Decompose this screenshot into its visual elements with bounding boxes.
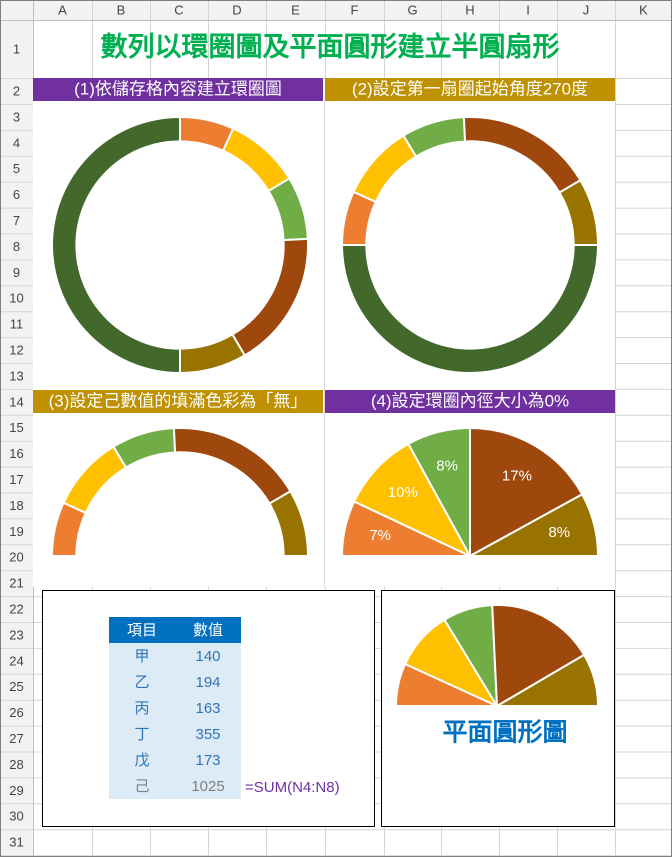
- chart-title: (2)設定第一扇圈起始角度270度: [352, 79, 588, 98]
- data-table: 項目 數值甲 140 乙 194 丙 163 丁 355 戊 173 己 1025: [109, 617, 241, 799]
- column-header: K: [639, 2, 648, 17]
- chart-title-bar: [33, 78, 323, 101]
- table-cell: 丁: [134, 726, 149, 743]
- chart-title: (4)設定環圈內徑大小為0%: [371, 391, 569, 410]
- table-row-bg: [109, 747, 241, 773]
- slice: [469, 426, 584, 558]
- data-label: 10%: [388, 484, 418, 501]
- table-row-bg: [109, 643, 241, 669]
- row-header: 19: [9, 524, 23, 539]
- table-row-bg: [109, 695, 241, 721]
- column-header: D: [232, 2, 241, 17]
- chart-title: (1)依儲存格內容建立環圈圖: [74, 79, 282, 98]
- row-header: 6: [13, 187, 20, 202]
- formula: =SUM(N4:N8): [245, 779, 340, 796]
- table-cell: 1025: [191, 778, 224, 795]
- table-cell: 194: [195, 674, 220, 691]
- chart-title-bar: [325, 78, 615, 101]
- column-header: E: [291, 2, 300, 17]
- row-header-bg: [0, 0, 33, 857]
- row-header: 18: [9, 498, 23, 513]
- pie-caption: 平面圓形圖: [442, 719, 567, 747]
- row-header: 28: [9, 757, 23, 772]
- table-cell: 乙: [134, 674, 149, 691]
- row-header: 8: [13, 239, 20, 254]
- row-header: 17: [9, 472, 23, 487]
- row-header: 30: [9, 809, 23, 824]
- column-header: F: [351, 2, 359, 17]
- row-header: 10: [9, 291, 23, 306]
- table-header-bg: [109, 617, 241, 643]
- column-header: C: [174, 2, 183, 17]
- data-label: 8%: [548, 524, 570, 541]
- row-header: 7: [13, 213, 20, 228]
- row-header: 2: [13, 83, 20, 98]
- slice: [268, 489, 310, 557]
- column-header: H: [465, 2, 474, 17]
- sheet-title: 數列以環圈圖及平面圓形建立半圓扇形: [101, 31, 560, 62]
- row-header: 11: [10, 317, 24, 332]
- row-header: 15: [9, 420, 23, 435]
- table-cell: 163: [195, 700, 220, 717]
- slice: [469, 492, 600, 557]
- data-label: 8%: [436, 458, 458, 475]
- table-header: 數值: [193, 622, 223, 639]
- table-row-bg: [109, 669, 241, 695]
- row-header: 9: [13, 265, 20, 280]
- table-cell: 甲: [134, 648, 149, 665]
- chart-title: (3)設定己數值的填滿色彩為「無」: [49, 391, 308, 410]
- chart-title-bar: [33, 390, 323, 413]
- slice: [493, 653, 600, 707]
- row-header: 26: [9, 705, 23, 720]
- table-cell: 140: [195, 648, 220, 665]
- row-header: 13: [9, 368, 23, 383]
- column-header: I: [526, 2, 530, 17]
- table-cell: 己: [134, 778, 149, 795]
- table-cell: 173: [195, 752, 220, 769]
- row-header: 1: [13, 41, 20, 56]
- table-cell: 丙: [134, 700, 149, 717]
- row-header: 16: [9, 446, 23, 461]
- row-header: 14: [9, 394, 23, 409]
- chart-title-bar: [325, 390, 615, 413]
- row-header: 23: [9, 627, 23, 642]
- row-header: 24: [9, 653, 23, 668]
- table-row-bg: [109, 721, 241, 747]
- column-header: J: [583, 2, 590, 17]
- row-header: 31: [9, 835, 23, 850]
- slice: [51, 115, 181, 375]
- table-cell: 戊: [134, 752, 149, 769]
- row-header: 12: [9, 342, 23, 357]
- column-header: A: [58, 2, 67, 17]
- table-header: 項目: [127, 622, 157, 639]
- data-label: 17%: [502, 468, 532, 485]
- row-header: 20: [9, 550, 23, 565]
- row-header: 25: [9, 679, 23, 694]
- row-header: 4: [13, 135, 20, 150]
- column-header: B: [117, 2, 126, 17]
- column-header: G: [407, 2, 417, 17]
- column-header-bg: [0, 0, 672, 20]
- table-cell: 355: [195, 726, 220, 743]
- row-header: 3: [13, 109, 20, 124]
- slice: [352, 442, 473, 559]
- slice: [491, 604, 586, 708]
- row-header: 22: [9, 601, 23, 616]
- slice: [340, 244, 600, 374]
- row-header: 27: [9, 731, 23, 746]
- table-row-bg: [109, 773, 241, 799]
- row-header: 21: [9, 576, 23, 591]
- charts: (1)依儲存格內容建立環圈圖 (2)設定第一扇圈起始角度270度 (3)設定己數值的…: [33, 78, 615, 709]
- row-header: 5: [13, 161, 20, 176]
- data-label: 7%: [369, 527, 391, 544]
- row-header: 29: [9, 783, 23, 798]
